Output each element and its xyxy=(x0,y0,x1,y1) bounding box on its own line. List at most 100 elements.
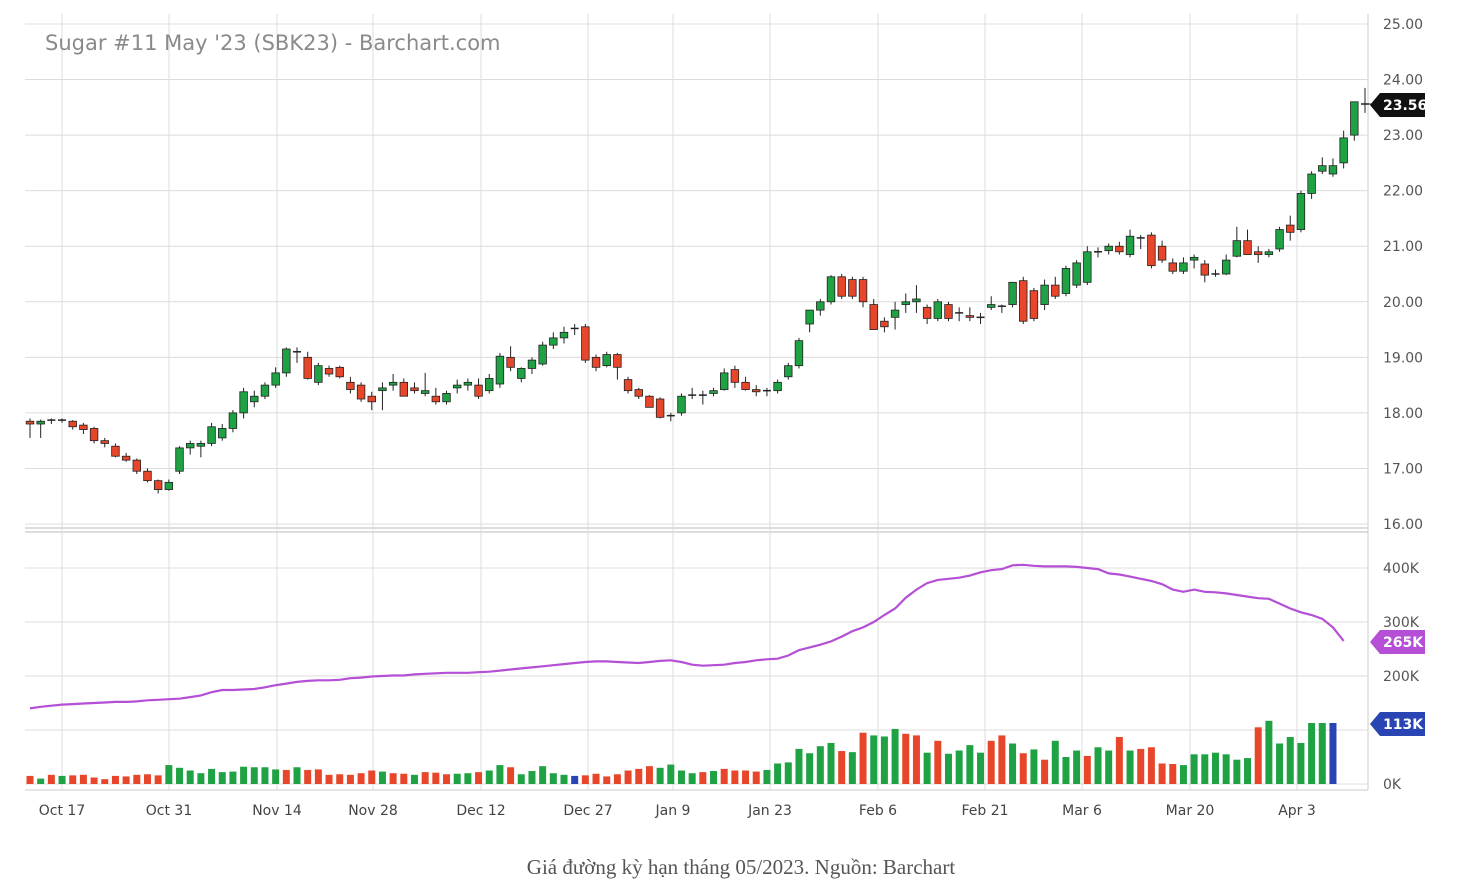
open-interest-badge: 265K xyxy=(1370,630,1425,654)
candle-body xyxy=(1189,256,1199,261)
candle-body xyxy=(485,378,494,392)
volume-bar xyxy=(742,770,750,784)
price-tick-label: 16.00 xyxy=(1383,517,1423,533)
volume-bar xyxy=(592,773,600,784)
volume-bar xyxy=(90,777,98,784)
candle-body xyxy=(442,393,451,403)
volume-bar xyxy=(154,775,162,784)
volume-bar xyxy=(731,770,739,784)
price-tick-label: 23.00 xyxy=(1383,128,1423,144)
candle xyxy=(698,390,707,405)
volume-bar xyxy=(838,751,846,784)
candle-body xyxy=(506,356,515,368)
candle xyxy=(677,393,686,416)
candle-body xyxy=(1061,268,1071,294)
candle xyxy=(784,362,793,380)
candle xyxy=(912,285,921,313)
candle-body xyxy=(901,301,910,305)
candle xyxy=(634,387,643,399)
volume-bar xyxy=(944,753,952,784)
candle xyxy=(527,357,537,374)
volume-bar xyxy=(827,742,835,784)
volume-bar xyxy=(378,771,386,784)
volume-bar xyxy=(710,771,718,784)
candle xyxy=(1286,215,1295,241)
volume-bar xyxy=(197,773,205,784)
candle-body xyxy=(431,395,441,403)
candle xyxy=(185,440,195,455)
candle xyxy=(655,397,665,419)
candle-body xyxy=(68,420,77,428)
candle-body xyxy=(303,356,312,379)
candle xyxy=(1061,265,1071,297)
candle xyxy=(688,387,697,399)
candle-body xyxy=(922,306,932,319)
candle-body xyxy=(634,389,643,397)
candle-body xyxy=(111,445,120,457)
candle-body xyxy=(1179,262,1188,272)
last-price-value: 23.56 xyxy=(1383,98,1427,114)
candle-body xyxy=(463,381,473,386)
candle-body xyxy=(25,420,35,425)
x-tick-label: Mar 20 xyxy=(1166,803,1215,819)
candle xyxy=(1307,171,1316,199)
volume-bar xyxy=(1105,750,1113,784)
candle xyxy=(1328,158,1338,177)
candle-body xyxy=(153,480,163,490)
candle-body xyxy=(848,279,857,297)
candle-body xyxy=(1157,245,1167,261)
candle xyxy=(36,419,45,438)
volume-bar xyxy=(1147,747,1155,784)
candle xyxy=(485,374,494,394)
candle-body xyxy=(1339,137,1348,164)
candle xyxy=(1232,226,1242,258)
x-tick-label: Nov 14 xyxy=(252,803,302,819)
volume-bar xyxy=(208,768,216,784)
candle-body xyxy=(1318,165,1327,172)
volume-bar xyxy=(560,774,568,784)
candle-body xyxy=(175,447,184,472)
candle-body xyxy=(623,379,633,392)
volume-bar xyxy=(923,752,931,784)
candle xyxy=(1083,246,1092,286)
x-tick-label: Mar 6 xyxy=(1062,803,1102,819)
volume-bar xyxy=(859,732,867,784)
candle-body xyxy=(100,440,109,444)
candle-body xyxy=(1307,173,1316,194)
candle xyxy=(944,301,953,322)
candle-body xyxy=(356,384,366,400)
volume-bar xyxy=(464,773,472,784)
candle xyxy=(250,390,259,408)
candle xyxy=(175,446,184,474)
candle-body xyxy=(260,384,270,397)
candle xyxy=(549,332,558,349)
candle xyxy=(111,443,120,458)
candle-body xyxy=(773,381,782,392)
price-tick-label: 24.00 xyxy=(1383,73,1423,89)
candle xyxy=(805,309,814,333)
candle xyxy=(1275,226,1284,252)
volume-bar xyxy=(1062,757,1070,784)
volume-bar xyxy=(58,775,66,784)
candle-body xyxy=(420,390,430,394)
candle-body xyxy=(121,455,131,461)
volume-bar xyxy=(549,773,557,784)
candle xyxy=(623,376,633,394)
candle-body xyxy=(1051,284,1060,297)
volume-bar xyxy=(443,774,451,784)
volume-bar xyxy=(934,740,942,784)
volume-bar xyxy=(165,765,173,784)
volume-bar xyxy=(282,769,290,784)
volume-bar xyxy=(1083,755,1091,784)
candle xyxy=(987,296,996,311)
oi-tick-label: 300K xyxy=(1383,615,1420,631)
candle xyxy=(271,367,280,388)
volume-bars xyxy=(26,720,1337,784)
oi-tick-label: 400K xyxy=(1383,561,1420,577)
candle-body xyxy=(250,395,259,403)
candle xyxy=(1115,241,1124,255)
volume-bar xyxy=(1115,737,1123,784)
candle xyxy=(581,324,590,363)
candle xyxy=(495,352,505,388)
candle-body xyxy=(655,398,665,418)
